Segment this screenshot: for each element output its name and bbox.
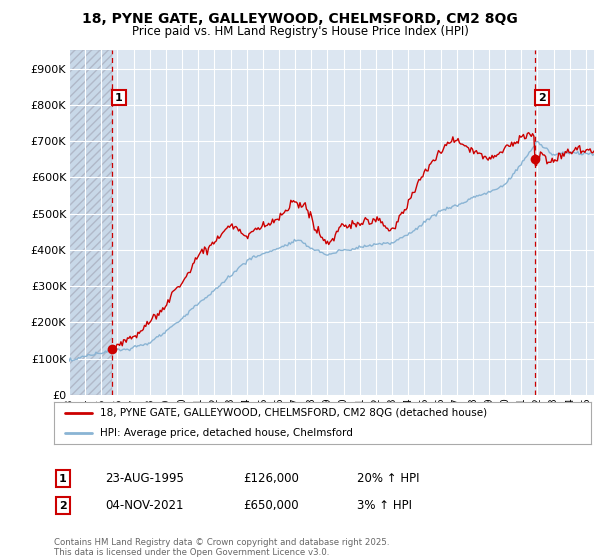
Text: £126,000: £126,000	[243, 472, 299, 486]
Text: 1: 1	[59, 474, 67, 484]
Text: 18, PYNE GATE, GALLEYWOOD, CHELMSFORD, CM2 8QG (detached house): 18, PYNE GATE, GALLEYWOOD, CHELMSFORD, C…	[100, 408, 487, 418]
Text: 04-NOV-2021: 04-NOV-2021	[105, 499, 184, 512]
Text: 2: 2	[59, 501, 67, 511]
Text: Price paid vs. HM Land Registry's House Price Index (HPI): Price paid vs. HM Land Registry's House …	[131, 25, 469, 38]
Text: Contains HM Land Registry data © Crown copyright and database right 2025.
This d: Contains HM Land Registry data © Crown c…	[54, 538, 389, 557]
Text: 23-AUG-1995: 23-AUG-1995	[105, 472, 184, 486]
Text: 3% ↑ HPI: 3% ↑ HPI	[357, 499, 412, 512]
Text: £650,000: £650,000	[243, 499, 299, 512]
Text: 2: 2	[538, 92, 546, 102]
Text: 18, PYNE GATE, GALLEYWOOD, CHELMSFORD, CM2 8QG: 18, PYNE GATE, GALLEYWOOD, CHELMSFORD, C…	[82, 12, 518, 26]
Bar	[69, 50, 112, 395]
Text: 1: 1	[115, 92, 123, 102]
Text: HPI: Average price, detached house, Chelmsford: HPI: Average price, detached house, Chel…	[100, 428, 353, 438]
Text: 20% ↑ HPI: 20% ↑ HPI	[357, 472, 419, 486]
